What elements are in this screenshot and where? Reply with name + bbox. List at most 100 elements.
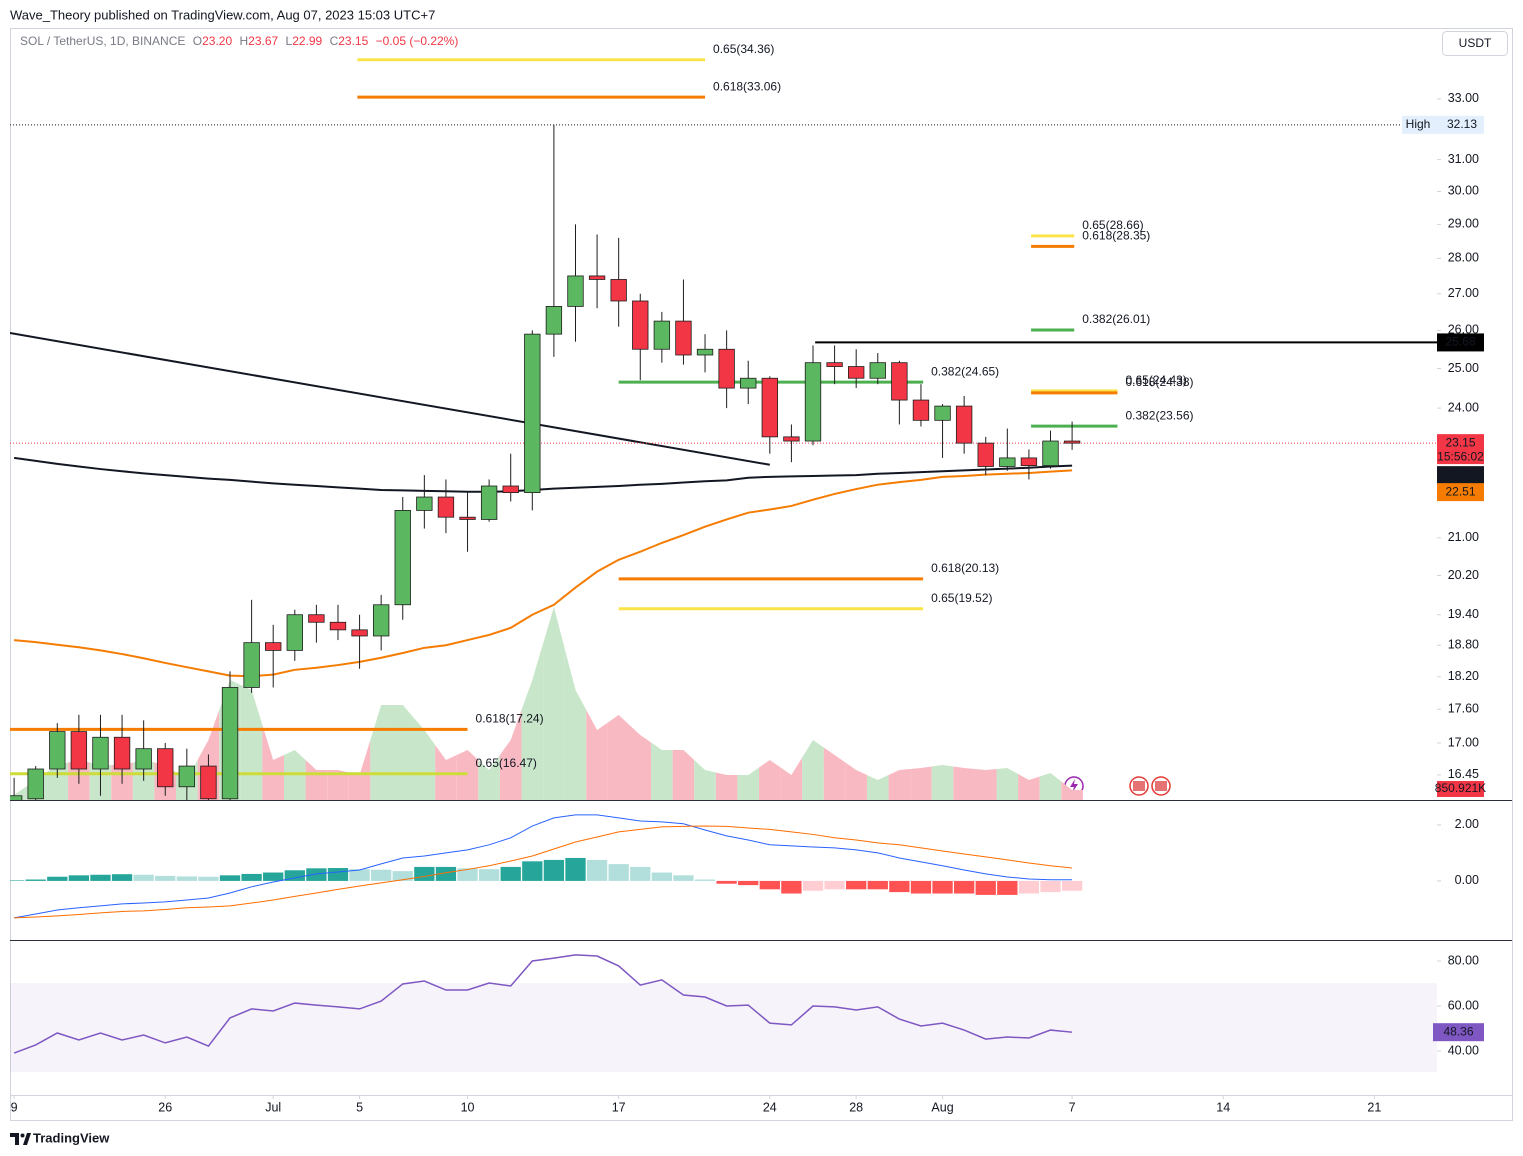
macd-histogram-bar	[694, 879, 716, 881]
x-tick-label: 9	[11, 1100, 18, 1114]
volume-area	[607, 715, 630, 800]
macd-histogram-bar	[759, 880, 780, 890]
candle-body	[977, 442, 994, 467]
last-price-label: 23.15	[1445, 435, 1475, 449]
ohlc-key: O	[193, 34, 202, 48]
candle-body	[869, 362, 886, 379]
event-icon-glyph	[1070, 779, 1078, 793]
macd-histogram-bar	[586, 859, 608, 881]
fib-level-label: 0.618(20.13)	[931, 561, 999, 575]
macd-histogram-bar	[371, 869, 392, 881]
macd-pane	[10, 814, 1083, 919]
macd-histogram-bar	[25, 879, 46, 881]
y-tick-label: 17.60	[1448, 702, 1479, 716]
last-price-badge	[1437, 434, 1484, 465]
candle-body	[696, 348, 714, 356]
candle-body	[653, 320, 671, 350]
chart-frame	[10, 28, 1513, 1121]
fib-level-label: 0.65(34.36)	[713, 42, 774, 56]
candle-body	[891, 362, 908, 401]
fib-level-label: 0.382(23.56)	[1125, 408, 1193, 422]
macd-histogram-bar	[111, 874, 133, 881]
volume-area	[521, 643, 544, 800]
macd-histogram-bar	[349, 869, 370, 881]
volume-area	[672, 750, 695, 800]
rsi-line	[13, 954, 1073, 1054]
macd-histogram-bar	[198, 876, 219, 881]
volume-area	[456, 750, 479, 800]
fib-level-label: 0.382(26.01)	[1082, 312, 1150, 326]
macd-histogram-bar	[435, 866, 457, 881]
candle-body	[1042, 440, 1059, 467]
macd-histogram-bar	[176, 876, 197, 881]
volume-area	[953, 766, 975, 800]
candle-body	[502, 485, 519, 494]
candle-body	[826, 362, 843, 367]
volume-badge	[1437, 780, 1484, 797]
y-tick-label: 25.00	[1448, 361, 1479, 375]
event-icon-glyph	[1133, 781, 1145, 791]
macd-histogram-bar	[457, 868, 478, 881]
macd-histogram-bar	[997, 880, 1018, 895]
rsi-tick-label: 80.00	[1448, 953, 1479, 967]
candle-body	[308, 614, 325, 623]
ma-badge	[1437, 466, 1484, 485]
fib-level-label: 0.618(24.38)	[1125, 375, 1193, 389]
brand-logo	[20, 1133, 25, 1138]
macd-histogram-bar	[716, 880, 737, 884]
rsi-badge	[1433, 1023, 1484, 1042]
countdown-label: 15:56:02	[1437, 449, 1484, 463]
macd-histogram-bar	[738, 880, 759, 886]
macd-histogram-bar	[781, 880, 802, 894]
fib-level-label: 0.618(33.06)	[713, 79, 781, 93]
candle-body	[999, 457, 1016, 467]
y-tick-label: 29.00	[1448, 217, 1479, 231]
macd-histogram-bar	[867, 880, 888, 890]
x-tick-label: 7	[1069, 1100, 1076, 1114]
macd-histogram-bar	[500, 866, 521, 881]
volume-area	[413, 717, 436, 800]
event-icon-glyph	[1155, 781, 1167, 791]
volume-area	[996, 768, 1019, 800]
x-tick-label: 10	[461, 1100, 475, 1114]
macd-histogram-bar	[327, 868, 349, 881]
volume-area	[694, 760, 716, 800]
macd-histogram-bar	[155, 875, 176, 881]
candle-body	[632, 300, 649, 350]
currency-button[interactable]	[1442, 31, 1508, 56]
macd-histogram-bar	[263, 872, 284, 881]
y-tick-label: 18.20	[1448, 669, 1479, 683]
volume-area	[651, 742, 673, 800]
macd-histogram-bar	[10, 880, 25, 881]
macd-histogram-bar	[241, 873, 262, 881]
brand-name: TradingView	[33, 1130, 110, 1145]
volume-area	[46, 762, 69, 800]
macd-tick-label: 2.00	[1455, 817, 1479, 831]
volume-area	[305, 760, 328, 800]
volume-area	[910, 766, 932, 800]
y-tick-label: 31.00	[1448, 152, 1479, 166]
candle-body	[610, 279, 627, 302]
y-tick-label: 30.00	[1448, 184, 1479, 198]
y-tick-label: 26.00	[1448, 323, 1479, 337]
macd-histogram-bar	[910, 880, 932, 894]
macd-histogram-bar	[219, 875, 241, 881]
candle-body	[718, 348, 735, 389]
candle-body	[761, 377, 778, 438]
macd-histogram-bar	[802, 880, 824, 891]
volume-area	[543, 607, 565, 800]
macd-histogram-bar	[47, 876, 68, 881]
volume-area	[974, 769, 997, 800]
volume-area	[888, 769, 911, 800]
macd-tick-label: 0.00	[1455, 873, 1479, 887]
change: −0.05 (−0.22%)	[376, 34, 459, 48]
currency-label[interactable]: USDT	[1459, 36, 1492, 50]
volume-area	[499, 710, 522, 800]
fib-level-label: 0.65(19.52)	[931, 591, 992, 605]
macd-histogram-bar	[68, 875, 90, 881]
candle-body	[372, 604, 390, 637]
candle-body	[351, 629, 368, 637]
candle-body	[588, 275, 606, 280]
macd-histogram-bar	[392, 871, 413, 881]
